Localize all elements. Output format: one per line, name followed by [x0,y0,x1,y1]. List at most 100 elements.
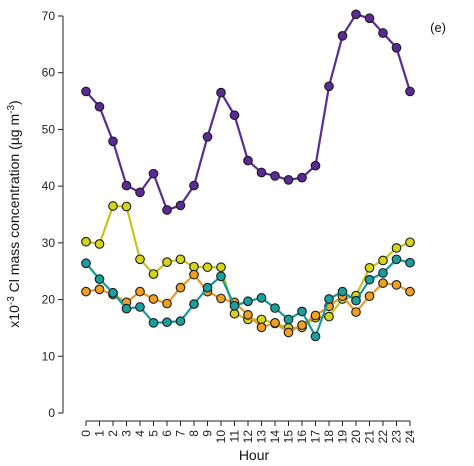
x-tick-label: 1 [93,430,107,437]
x-tick-label: 10 [214,430,228,444]
data-point [405,237,415,248]
data-point [310,331,321,342]
data-point [162,205,172,215]
data-point [337,30,348,41]
x-tick-label: 14 [268,430,282,444]
data-point [351,9,361,20]
data-point [229,110,240,121]
data-point [297,172,307,183]
data-point [270,303,280,313]
data-point [175,316,186,326]
x-tick-label: 0 [79,430,93,437]
series-4 [81,254,415,342]
data-point [189,299,199,309]
data-point [391,254,402,265]
data-point [378,278,388,288]
data-point [324,311,334,322]
y-axis-title-unit-exponent: -3 [6,105,17,114]
data-point [94,274,105,285]
data-point [324,294,334,304]
y-axis-title-main: Cl mass concentration (µg m [6,114,22,296]
data-point [324,81,334,92]
y-tick-label: 10 [42,349,56,363]
data-point [135,302,145,312]
data-point [405,286,415,297]
y-tick-label: 0 [48,406,55,420]
data-point [229,308,240,319]
x-tick-label: 9 [201,430,215,437]
data-point [162,257,172,267]
data-point [148,294,159,304]
data-point [81,258,91,269]
data-point [148,269,159,279]
x-tick-label: 7 [174,430,188,437]
data-point [310,160,321,171]
data-point [162,298,172,309]
data-point [121,180,132,191]
data-point [135,286,145,297]
data-point [175,254,186,265]
x-tick-label: 12 [241,430,255,444]
data-point [283,314,294,325]
x-tick-label: 3 [120,430,134,437]
y-tick-label: 40 [42,179,56,193]
data-point [216,262,226,273]
x-tick-label: 4 [133,430,147,437]
data-point [391,279,402,290]
series-line [85,13,412,212]
data-point [270,171,280,181]
data-point [148,317,159,328]
data-point [364,274,375,285]
y-tick-label: 50 [42,122,56,136]
data-point [81,236,91,247]
data-point [256,314,267,325]
data-point [216,271,226,282]
data-point [256,293,267,303]
data-point [135,254,145,265]
data-point [351,295,361,306]
data-point [135,187,145,198]
x-tick-label: 18 [322,430,336,444]
data-point [175,200,186,211]
data-point [256,167,267,178]
data-point [175,282,186,293]
y-tick-label: 20 [42,293,56,307]
data-point [121,201,132,212]
data-point [94,101,105,112]
x-tick-label: 6 [160,430,174,437]
x-tick-label: 17 [309,430,323,444]
x-axis-title: Hour [239,447,270,463]
y-tick-label: 70 [42,9,56,23]
x-tick-label: 16 [295,430,309,444]
data-point [364,13,375,24]
data-point [148,168,159,179]
series-line [85,204,411,330]
data-point [391,42,402,53]
y-axis-title-prefix-exponent: -3 [6,296,17,305]
data-point [405,257,415,268]
x-tick-label: 22 [376,430,390,444]
data-point [337,286,348,297]
x-tick-label: 11 [228,430,242,443]
data-point [351,307,361,317]
data-point [121,303,132,314]
data-point [189,180,199,191]
data-point [256,322,267,333]
panel-label: (e) [430,20,446,35]
x-tick-label: 20 [349,430,363,444]
data-point [364,291,375,302]
data-point [283,327,294,338]
data-point [270,317,280,328]
data-point [297,306,307,317]
x-tick-label: 23 [390,430,404,444]
series-layer [81,9,415,342]
data-point [297,320,307,330]
data-point [391,243,402,253]
data-point [364,262,375,273]
x-tick-label: 24 [403,430,417,444]
data-point [243,155,253,166]
data-point [189,269,199,280]
